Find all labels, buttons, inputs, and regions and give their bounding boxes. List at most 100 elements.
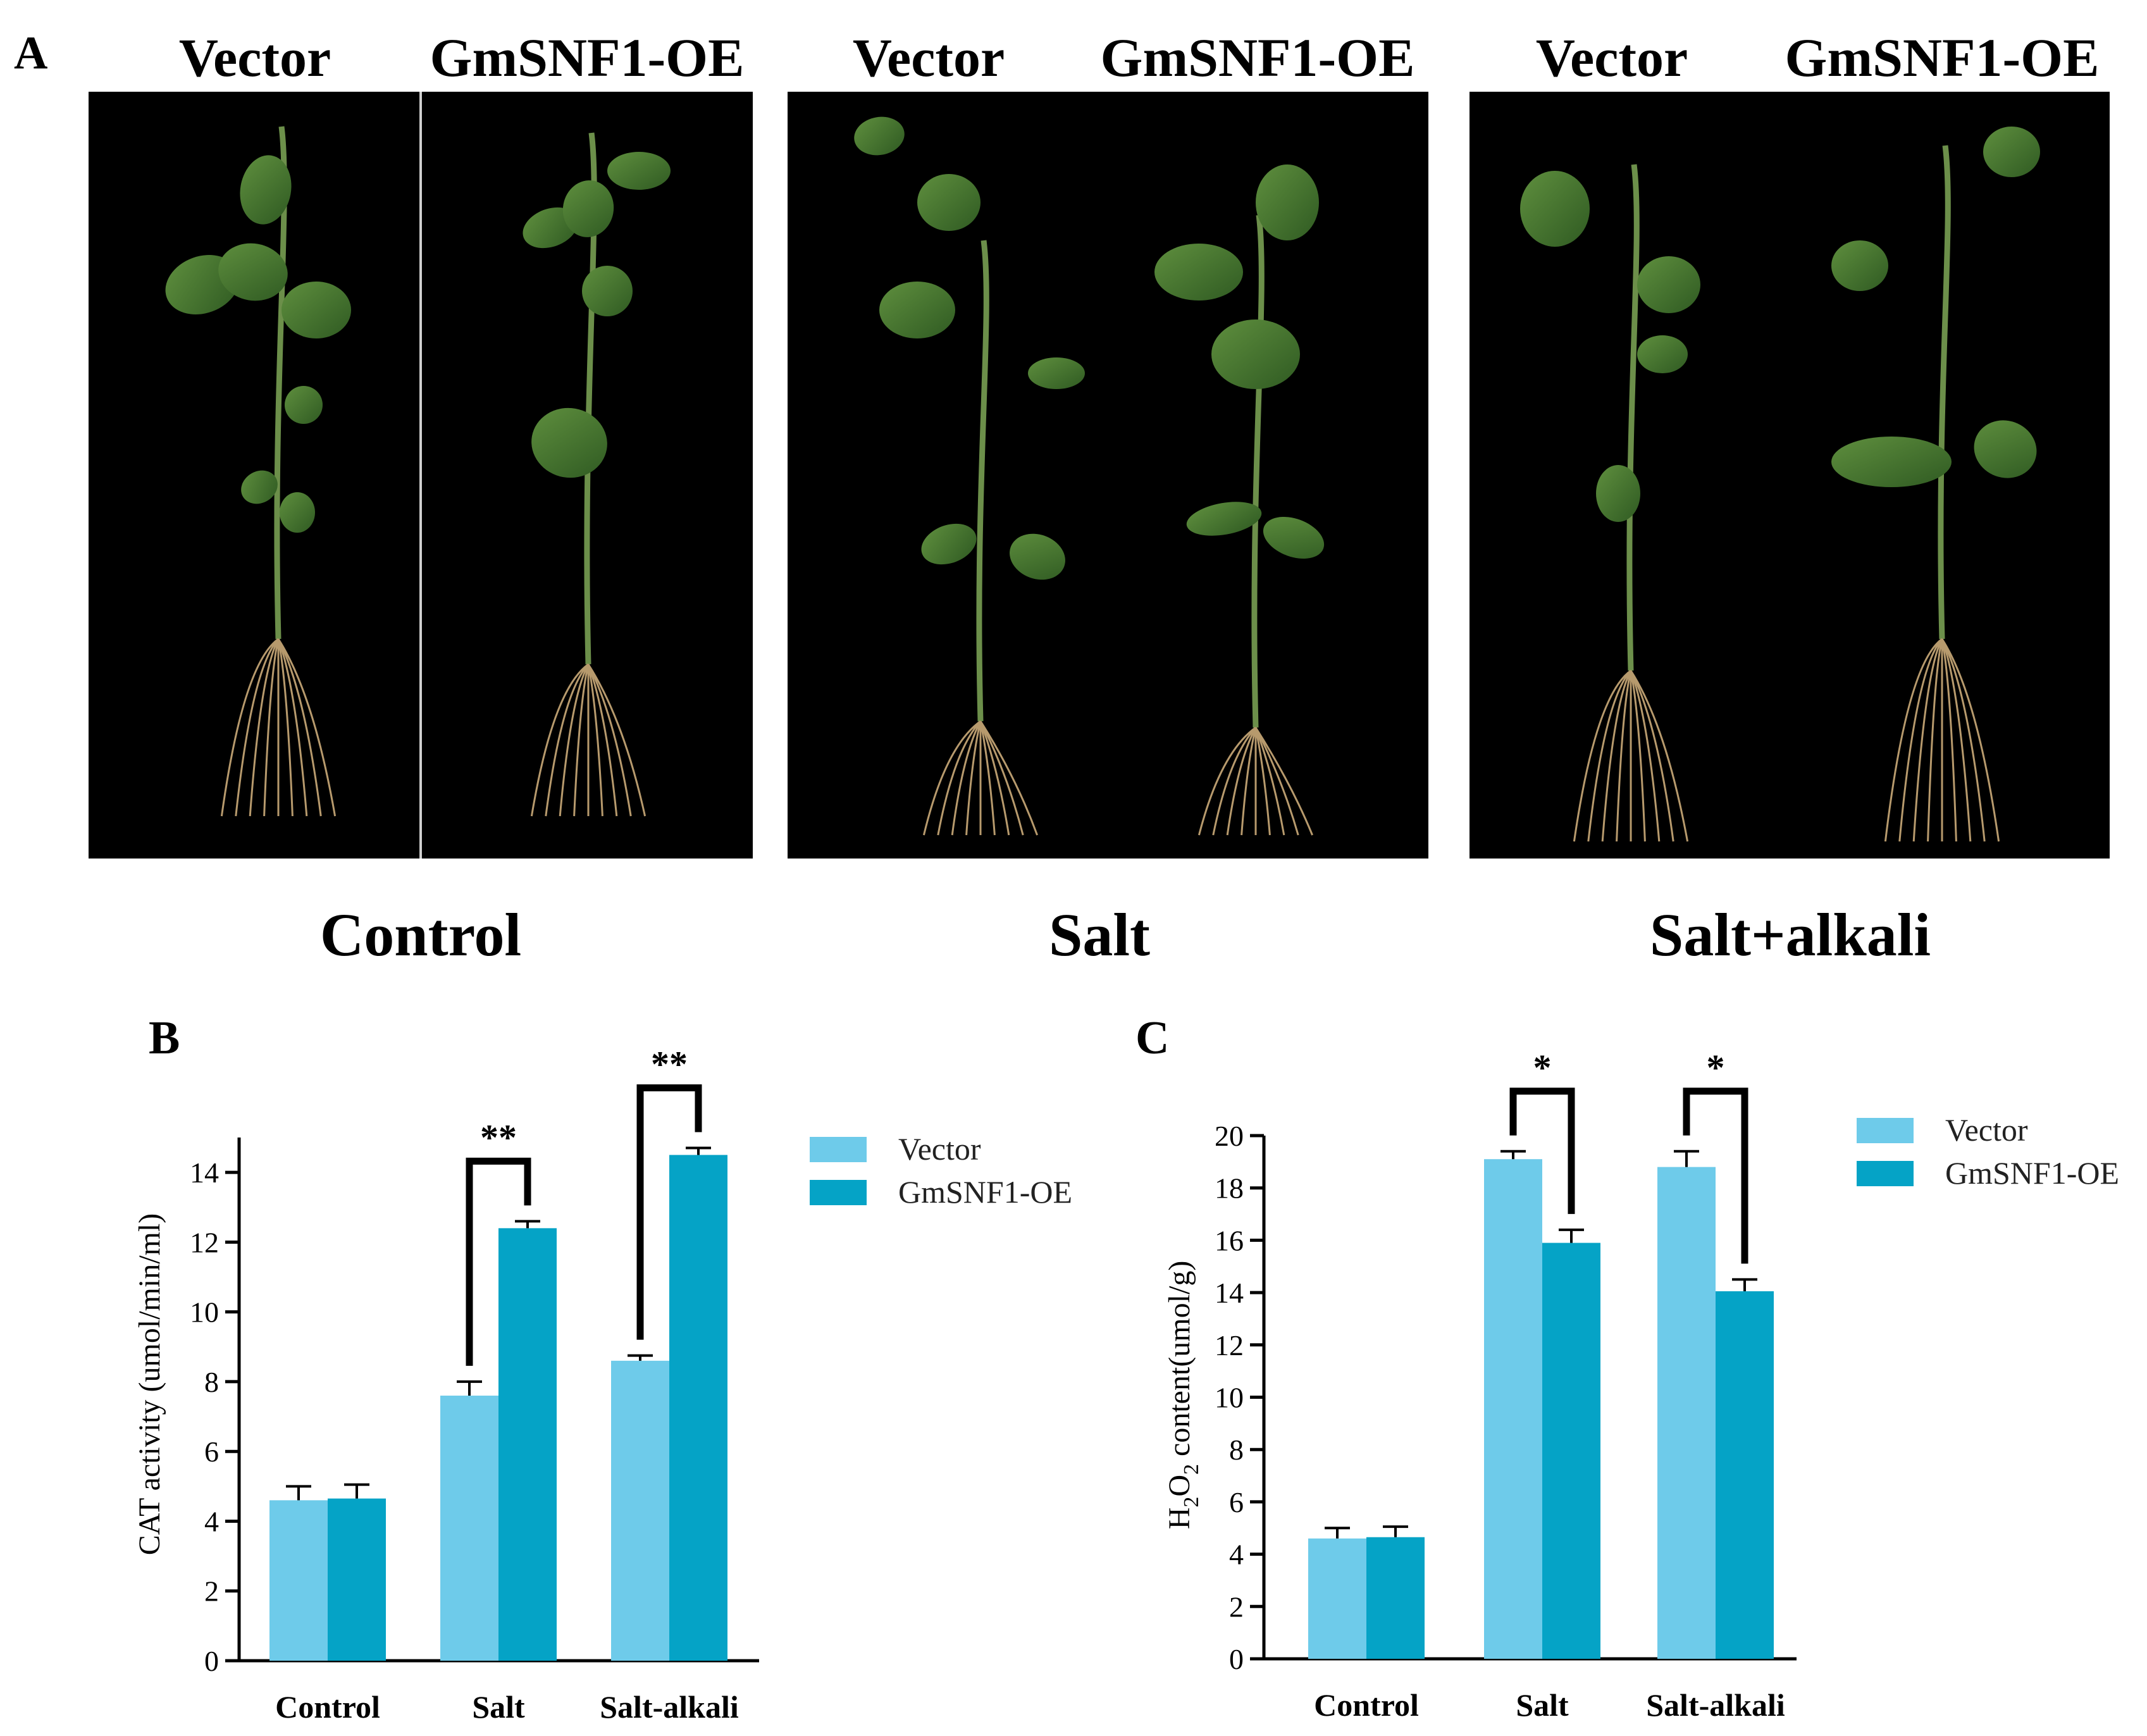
salt-alkali-oe-label: GmSNF1-OE (1785, 27, 2100, 88)
plant-root-4-6 (1630, 670, 1661, 842)
plant-root-5-0 (1884, 638, 1943, 842)
plant-leaf-1-3 (582, 266, 633, 316)
plant-leaf-2-2 (879, 282, 955, 338)
plant-root-0-7 (277, 638, 322, 817)
bar-vector (611, 1360, 669, 1661)
plant-root-3-6 (1254, 727, 1285, 836)
legend-swatch-vector (810, 1137, 867, 1162)
plant-leaf-5-2 (1831, 437, 1952, 487)
bar-vector (440, 1395, 498, 1661)
bar-oe (328, 1498, 386, 1661)
plant-root-2-6 (979, 721, 1010, 836)
plant-leaf-0-6 (280, 492, 315, 533)
plant-root-5-7 (1941, 638, 1986, 842)
plant-leaf-2-1 (917, 174, 981, 231)
plant-root-5-8 (1941, 638, 2000, 842)
plant-stem-5 (1938, 145, 1951, 640)
plant-root-1-0 (530, 663, 589, 817)
plant-root-2-1 (937, 720, 982, 836)
y-tick-label: 2 (204, 1575, 219, 1608)
plant-root-0-0 (220, 638, 279, 817)
significance-mark: ** (480, 1117, 517, 1158)
y-tick-label: 14 (190, 1156, 219, 1189)
plant-root-1-7 (587, 664, 632, 817)
plant-root-5-6 (1941, 638, 1972, 842)
y-tick-label: 4 (1229, 1539, 1244, 1571)
bar-oe (1366, 1537, 1425, 1659)
bar-vector (1484, 1159, 1542, 1659)
y-tick-label: 8 (1229, 1434, 1244, 1466)
y-tick-label: 20 (1215, 1120, 1244, 1152)
plant-root-0-6 (277, 638, 308, 817)
plant-root-3-1 (1212, 726, 1257, 836)
y-tick-label: 6 (204, 1435, 219, 1468)
plant-leaf-3-2 (1211, 319, 1300, 389)
plant-root-0-5 (277, 638, 294, 817)
y-tick-label: 0 (204, 1645, 219, 1677)
bar-oe (669, 1155, 727, 1661)
y-tick-label: 4 (204, 1505, 219, 1537)
significance-mark: ** (651, 1044, 688, 1085)
y-tick-label: 10 (190, 1296, 219, 1329)
plant-leaf-5-1 (1831, 240, 1888, 291)
plant-root-5-5 (1941, 638, 1957, 842)
bar-vector (269, 1500, 328, 1661)
significance-mark: * (1533, 1047, 1552, 1088)
salt-oe-label: GmSNF1-OE (1101, 27, 1415, 88)
significance-bracket (1509, 1088, 1575, 1214)
plant-root-3-3 (1241, 727, 1257, 836)
plant-root-3-5 (1254, 727, 1271, 836)
significance-bracket (636, 1084, 702, 1340)
y-axis-title-part: 2 (1180, 1464, 1203, 1475)
plant-leaf-2-5 (1010, 533, 1065, 580)
y-tick-label: 12 (1215, 1329, 1244, 1361)
plant-leaf-0-4 (285, 386, 323, 424)
plant-root-1-3 (573, 664, 590, 817)
panel-c-letter: C (1135, 1012, 1169, 1064)
plant-root-3-2 (1226, 727, 1257, 836)
photo-salt (788, 92, 1428, 859)
bar-vector (1308, 1538, 1366, 1659)
bar-oe (498, 1228, 557, 1661)
y-axis-title-part: H (1163, 1508, 1196, 1530)
plant-root-4-5 (1630, 670, 1646, 842)
y-tick-label: 10 (1215, 1382, 1244, 1414)
plant-root-0-3 (263, 638, 280, 817)
y-tick-label: 6 (1229, 1486, 1244, 1518)
y-axis-title: H2O2 content(umol/g) (1163, 1261, 1203, 1530)
bar-oe (1716, 1291, 1774, 1659)
plant-leaf-2-4 (921, 523, 977, 565)
plant-root-4-1 (1587, 669, 1632, 842)
plant-root-5-2 (1912, 638, 1943, 842)
significance-bracket (1683, 1088, 1748, 1264)
chart-c: 0 2 4 6 8 10 12 14 16 18 20 Control Salt * Salt-alkali… (1163, 1047, 2119, 1723)
legend-swatch-vector (1857, 1118, 1914, 1143)
plant-stem-3 (1251, 214, 1265, 728)
y-tick-label: 2 (1229, 1590, 1244, 1623)
plant-root-1-2 (559, 664, 590, 817)
x-tick-label: Control (275, 1689, 380, 1725)
plant-leaf-2-0 (854, 116, 905, 156)
plant-root-4-0 (1573, 669, 1631, 842)
plant-leaf-5-3 (1974, 420, 2037, 478)
y-axis-title-part: O (1163, 1475, 1196, 1497)
plant-root-1-5 (587, 664, 603, 817)
x-tick-label: Salt (1516, 1687, 1569, 1723)
significance-mark: * (1707, 1047, 1725, 1088)
plant-root-2-7 (979, 721, 1024, 836)
legend-swatch-oe (810, 1180, 867, 1205)
plant-root-1-6 (587, 664, 618, 817)
plant-leaf-0-5 (241, 470, 278, 504)
condition-salt-label: Salt (1049, 901, 1150, 969)
plant-root-4-7 (1630, 670, 1674, 842)
plant-leaf-3-1 (1154, 244, 1243, 301)
plant-root-2-3 (965, 721, 982, 836)
plant-leaf-4-0 (1520, 171, 1590, 247)
plant-leaf-5-0 (1983, 127, 2040, 177)
plant-root-4-3 (1616, 670, 1632, 842)
plant-drawings (165, 116, 2040, 842)
condition-control-label: Control (320, 901, 521, 969)
condition-salt-alkali-label: Salt+alkali (1650, 901, 1931, 969)
